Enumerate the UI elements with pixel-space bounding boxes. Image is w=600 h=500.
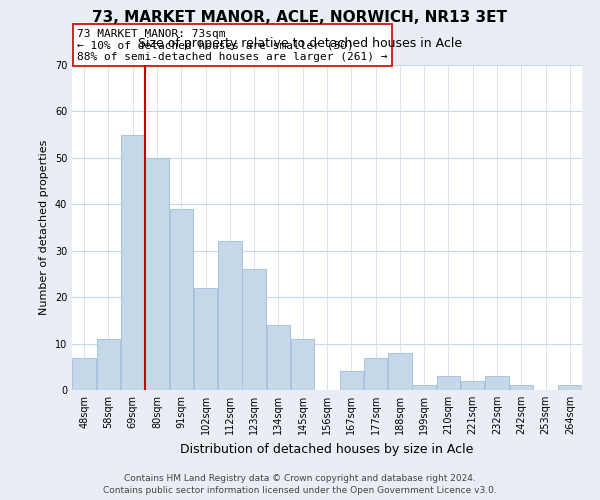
Text: 73 MARKET MANOR: 73sqm
← 10% of detached houses are smaller (30)
88% of semi-det: 73 MARKET MANOR: 73sqm ← 10% of detached… [77, 28, 388, 62]
Bar [194, 288, 217, 390]
Text: Contains HM Land Registry data © Crown copyright and database right 2024.
Contai: Contains HM Land Registry data © Crown c… [103, 474, 497, 495]
Bar [509, 386, 533, 390]
Bar [121, 134, 145, 390]
Bar [242, 270, 266, 390]
Bar [266, 325, 290, 390]
Bar [291, 339, 314, 390]
X-axis label: Distribution of detached houses by size in Acle: Distribution of detached houses by size … [181, 442, 473, 456]
Text: 73, MARKET MANOR, ACLE, NORWICH, NR13 3ET: 73, MARKET MANOR, ACLE, NORWICH, NR13 3E… [92, 10, 508, 25]
Bar [558, 386, 581, 390]
Bar [437, 376, 460, 390]
Bar [364, 358, 388, 390]
Bar [340, 372, 363, 390]
Text: Size of property relative to detached houses in Acle: Size of property relative to detached ho… [138, 38, 462, 51]
Bar [388, 353, 412, 390]
Bar [170, 209, 193, 390]
Bar [218, 242, 242, 390]
Bar [461, 380, 484, 390]
Bar [145, 158, 169, 390]
Bar [485, 376, 509, 390]
Bar [412, 386, 436, 390]
Bar [97, 339, 120, 390]
Y-axis label: Number of detached properties: Number of detached properties [39, 140, 49, 315]
Bar [73, 358, 96, 390]
